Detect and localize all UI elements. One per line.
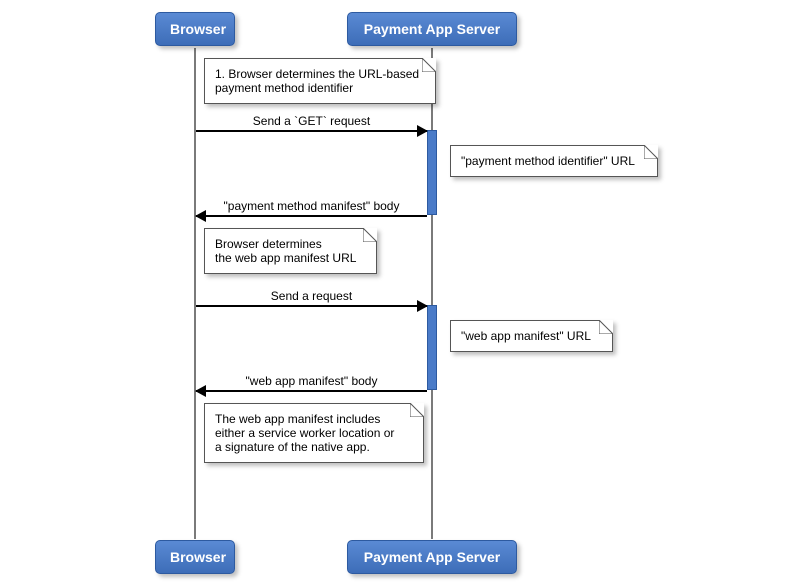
message-label: "web app manifest" body: [196, 374, 427, 388]
message-send-get: Send a `GET` request: [196, 120, 427, 121]
arrow-right-icon: [417, 300, 428, 312]
arrow-left-icon: [195, 385, 206, 397]
activation-server-2: [427, 305, 437, 390]
sequence-diagram: Send a `GET` request "payment method man…: [0, 0, 800, 587]
message-label: "payment method manifest" body: [196, 199, 427, 213]
note-wam-url: "web app manifest" URL: [450, 320, 613, 352]
message-label: Send a `GET` request: [196, 114, 427, 128]
message-send-request: Send a request: [196, 295, 427, 296]
participant-server-top: Payment App Server: [347, 12, 517, 46]
participant-browser-bottom: Browser: [155, 540, 235, 574]
note-text-line: Browser determines: [215, 237, 366, 251]
note-text-line: the web app manifest URL: [215, 251, 366, 265]
note-browser-determines: Browser determines the web app manifest …: [204, 228, 377, 274]
note-text-line: "payment method identifier" URL: [461, 154, 647, 168]
note-wam-includes: The web app manifest includes either a s…: [204, 403, 424, 463]
participant-browser-top: Browser: [155, 12, 235, 46]
note-pmi-url: "payment method identifier" URL: [450, 145, 658, 177]
participant-label: Payment App Server: [364, 21, 500, 37]
participant-label: Payment App Server: [364, 549, 500, 565]
note-step1: 1. Browser determines the URL-based paym…: [204, 58, 436, 104]
note-text-line: 1. Browser determines the URL-based: [215, 67, 425, 81]
note-text-line: "web app manifest" URL: [461, 329, 602, 343]
note-fold-icon: [363, 228, 377, 242]
note-fold-icon: [422, 58, 436, 72]
note-text-line: payment method identifier: [215, 81, 425, 95]
note-fold-icon: [644, 145, 658, 159]
message-wam-body: "web app manifest" body: [196, 380, 427, 381]
participant-server-bottom: Payment App Server: [347, 540, 517, 574]
note-fold-icon: [410, 403, 424, 417]
note-text-line: The web app manifest includes: [215, 412, 413, 426]
lifeline-server: [431, 48, 433, 539]
message-pmm-body: "payment method manifest" body: [196, 205, 427, 206]
participant-label: Browser: [170, 549, 226, 565]
arrow-left-icon: [195, 210, 206, 222]
participant-label: Browser: [170, 21, 226, 37]
activation-server-1: [427, 130, 437, 215]
arrow-right-icon: [417, 125, 428, 137]
message-label: Send a request: [196, 289, 427, 303]
note-fold-icon: [599, 320, 613, 334]
note-text-line: a signature of the native app.: [215, 440, 413, 454]
note-text-line: either a service worker location or: [215, 426, 413, 440]
